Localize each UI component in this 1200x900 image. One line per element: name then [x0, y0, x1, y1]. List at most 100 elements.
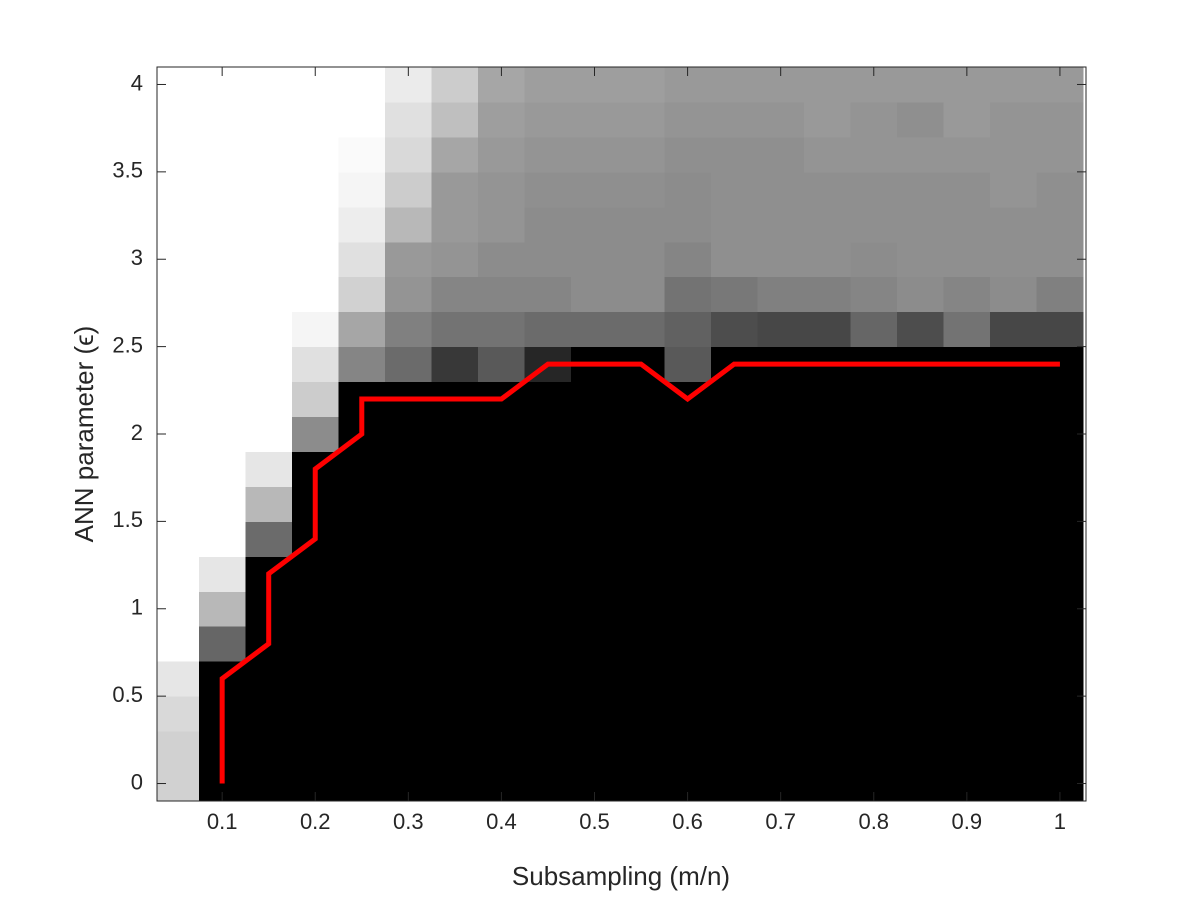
- heatmap-cell: [571, 486, 619, 522]
- heatmap-cell: [478, 241, 526, 278]
- heatmap-cell: [943, 626, 991, 662]
- heatmap-cell: [478, 521, 526, 557]
- heatmap-cell: [803, 626, 851, 662]
- heatmap-cell: [478, 556, 526, 592]
- boundary-line: [219, 361, 1060, 784]
- heatmap-cell: [710, 521, 758, 557]
- heatmap-cell: [571, 101, 619, 138]
- heatmap-cell: [803, 311, 851, 348]
- heatmap-cell: [524, 451, 572, 487]
- heatmap-cell: [385, 311, 433, 348]
- heatmap-cell: [385, 591, 433, 627]
- y-tick-label: 3.5: [112, 158, 143, 183]
- heatmap-cell: [385, 276, 433, 313]
- heatmap: [157, 67, 1084, 802]
- heatmap-cell: [664, 276, 712, 313]
- heatmap-cell: [757, 416, 805, 452]
- heatmap-cell: [757, 206, 805, 243]
- heatmap-cell: [617, 521, 665, 557]
- heatmap-cell: [803, 136, 851, 173]
- heatmap-cell: [338, 136, 386, 173]
- heatmap-cell: [157, 696, 200, 732]
- heatmap-cell: [943, 521, 991, 557]
- heatmap-cell: [571, 381, 619, 418]
- heatmap-cell: [850, 731, 898, 767]
- heatmap-cell: [757, 136, 805, 173]
- heatmap-cell: [198, 556, 246, 592]
- heatmap-cell: [338, 101, 386, 138]
- heatmap-cell: [850, 101, 898, 138]
- heatmap-cell: [664, 556, 712, 592]
- heatmap-cell: [385, 556, 433, 592]
- heatmap-cell: [245, 731, 293, 767]
- heatmap-cell: [291, 101, 340, 138]
- heatmap-cell: [757, 556, 805, 592]
- heatmap-cell: [478, 101, 526, 138]
- heatmap-cell: [245, 67, 293, 103]
- heatmap-cell: [198, 416, 246, 452]
- heatmap-cell: [524, 381, 572, 418]
- heatmap-cell: [478, 591, 526, 627]
- heatmap-cell: [617, 67, 665, 103]
- heatmap-cell: [617, 416, 665, 452]
- heatmap-cell: [897, 136, 945, 173]
- heatmap-cell: [850, 591, 898, 627]
- heatmap-cell: [803, 101, 851, 138]
- heatmap-cell: [617, 381, 665, 418]
- heatmap-cell: [710, 136, 758, 173]
- heatmap-cell: [291, 626, 340, 662]
- heatmap-cell: [710, 731, 758, 767]
- heatmap-cell: [385, 486, 433, 522]
- heatmap-cell: [338, 661, 386, 697]
- heatmap-cell: [524, 766, 572, 802]
- heatmap-cell: [664, 626, 712, 662]
- heatmap-cell: [478, 311, 526, 348]
- heatmap-cell: [617, 556, 665, 592]
- heatmap-cell: [385, 101, 433, 138]
- heatmap-cell: [1036, 381, 1084, 418]
- heatmap-cell: [338, 241, 386, 278]
- heatmap-cell: [850, 206, 898, 243]
- heatmap-cell: [990, 486, 1038, 522]
- heatmap-cell: [757, 381, 805, 418]
- heatmap-cell: [850, 311, 898, 348]
- x-tick-label: 0.5: [579, 809, 610, 834]
- heatmap-cell: [850, 556, 898, 592]
- heatmap-cell: [897, 241, 945, 278]
- heatmap-cell: [897, 556, 945, 592]
- heatmap-cell: [617, 276, 665, 313]
- heatmap-cell: [897, 591, 945, 627]
- heatmap-cell: [897, 311, 945, 348]
- heatmap-cell: [571, 556, 619, 592]
- heatmap-cell: [431, 661, 479, 697]
- heatmap-cell: [338, 626, 386, 662]
- heatmap-cell: [157, 101, 200, 138]
- heatmap-cell: [664, 206, 712, 243]
- heatmap-cell: [291, 346, 340, 383]
- heatmap-cell: [571, 451, 619, 487]
- heatmap-cell: [803, 556, 851, 592]
- heatmap-cell: [245, 346, 293, 383]
- heatmap-cell: [664, 101, 712, 138]
- heatmap-cell: [571, 626, 619, 662]
- heatmap-cell: [1036, 451, 1084, 487]
- heatmap-cell: [897, 276, 945, 313]
- heatmap-cell: [245, 766, 293, 802]
- heatmap-cell: [710, 556, 758, 592]
- heatmap-cell: [850, 486, 898, 522]
- heatmap-cell: [710, 626, 758, 662]
- heatmap-cell: [478, 661, 526, 697]
- heatmap-cell: [431, 241, 479, 278]
- heatmap-cell: [803, 766, 851, 802]
- y-tick-label: 2.5: [112, 332, 143, 357]
- heatmap-cell: [710, 276, 758, 313]
- heatmap-cell: [617, 311, 665, 348]
- heatmap-cell: [1036, 521, 1084, 557]
- heatmap-cell: [338, 486, 386, 522]
- heatmap-cell: [431, 101, 479, 138]
- heatmap-cell: [524, 101, 572, 138]
- heatmap-cell: [338, 311, 386, 348]
- heatmap-cell: [431, 731, 479, 767]
- heatmap-cell: [478, 346, 526, 383]
- heatmap-cell: [803, 416, 851, 452]
